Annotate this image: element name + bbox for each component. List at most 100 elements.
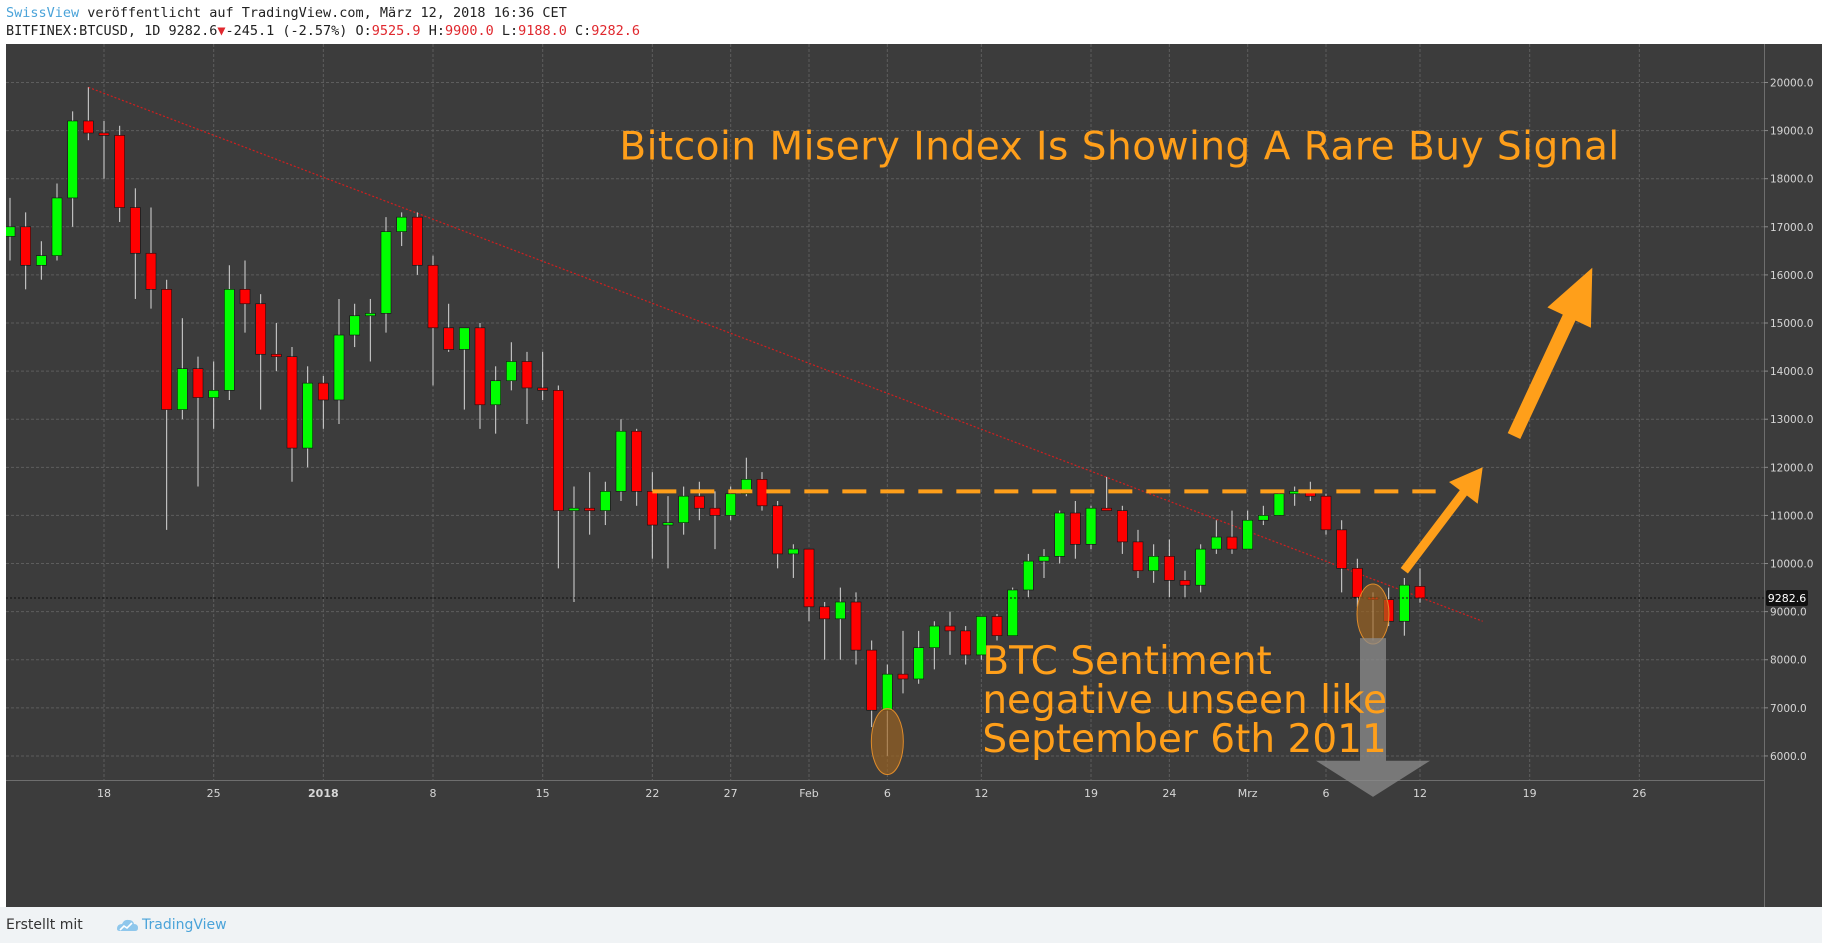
candle	[521, 351, 533, 425]
price-tick-label: 11000.0	[1770, 510, 1813, 522]
candle-body	[349, 315, 360, 336]
candle-body	[1085, 507, 1097, 545]
candle	[36, 241, 47, 280]
candle-body	[490, 380, 501, 406]
time-tick-label: 12	[1413, 787, 1427, 800]
candle	[380, 217, 392, 333]
publisher-name[interactable]: SwissView	[6, 5, 80, 21]
candle	[459, 327, 470, 410]
sentiment-annotation-line: September 6th 2011	[982, 717, 1386, 762]
time-tick-label: 15	[536, 787, 550, 800]
candle-body	[1070, 512, 1081, 545]
candle	[1414, 568, 1426, 603]
candle-body	[224, 289, 235, 391]
price-tick-label: 6000.0	[1770, 751, 1807, 763]
candle	[83, 87, 94, 141]
candle-body	[1414, 586, 1426, 599]
time-tick-label: 2018	[308, 787, 339, 800]
time-tick-label: 25	[207, 787, 221, 800]
candle-body	[318, 382, 329, 401]
candle	[51, 183, 63, 261]
last-price-label: 9282.6	[1766, 590, 1808, 607]
candle	[20, 212, 31, 290]
candle	[1101, 476, 1112, 511]
candle-body	[960, 630, 971, 656]
candle-body	[83, 120, 94, 134]
price-tick-label: 16000.0	[1770, 270, 1813, 282]
price-chart[interactable]: 6000.0 7000.0 8000.0 9000.0 10000.0 11000.0 12…	[6, 44, 1822, 907]
candle	[678, 486, 689, 535]
candle-body	[1399, 584, 1410, 622]
candle	[568, 486, 580, 603]
last-price-label-text: 9282.6	[1768, 592, 1807, 605]
candle-body	[1101, 507, 1112, 511]
candle-body	[380, 231, 392, 314]
candle-body	[67, 120, 78, 199]
candle-body	[819, 606, 830, 620]
time-tick-label: 6	[1323, 787, 1330, 800]
price-tick-label: 20000.0	[1770, 77, 1813, 89]
candles	[6, 87, 1426, 756]
candle-body	[1273, 493, 1285, 516]
candle-body	[1007, 589, 1018, 636]
candle-body	[1179, 580, 1191, 586]
candle-body	[1054, 512, 1065, 557]
price-tick-label: 18000.0	[1770, 174, 1813, 186]
candle-body	[537, 387, 548, 391]
candle	[694, 481, 705, 521]
candle	[866, 640, 877, 728]
time-tick-label: 22	[645, 787, 659, 800]
candle-body	[6, 226, 16, 237]
candle	[662, 496, 674, 569]
candle	[490, 366, 501, 434]
candle	[1007, 587, 1018, 636]
price-tick-label: 8000.0	[1770, 655, 1807, 667]
candle	[302, 366, 313, 468]
close-label: C:	[566, 23, 592, 39]
candle-body	[145, 252, 157, 290]
candle-body	[271, 353, 282, 357]
tradingview-brand-link[interactable]: TradingView	[142, 917, 227, 933]
time-tick-label: 8	[430, 787, 437, 800]
candle-body	[1336, 529, 1347, 569]
candle	[1258, 505, 1269, 526]
candle	[1023, 553, 1034, 598]
time-tick-label: 19	[1523, 787, 1537, 800]
candle-body	[788, 548, 799, 555]
ohlc-line: BITFINEX:BTCUSD, 1D 9282.6▼-245.1 (-2.57…	[6, 23, 640, 39]
candle	[443, 303, 454, 352]
candle	[944, 611, 956, 655]
candle-body	[20, 226, 31, 266]
candle-body	[897, 673, 909, 680]
candle-body	[36, 255, 47, 266]
candle	[333, 298, 345, 425]
candle-body	[365, 313, 376, 317]
candle-body	[412, 216, 423, 266]
candle-body	[976, 616, 987, 656]
candle-body	[1242, 519, 1253, 550]
candle	[1148, 544, 1159, 583]
candle-body	[929, 625, 940, 649]
high-value: 9900.0	[444, 23, 494, 39]
candle-body	[333, 334, 345, 401]
sentiment-annotation-line: BTC Sentiment	[982, 639, 1272, 684]
candle-body	[694, 495, 705, 509]
candle-body	[803, 548, 815, 608]
time-tick-label: 18	[97, 787, 111, 800]
candle-body	[882, 673, 893, 711]
up-arrow-icon	[1507, 267, 1593, 439]
price-tick-label: 19000.0	[1770, 126, 1813, 138]
candle	[6, 197, 16, 261]
price-tick-label: 7000.0	[1770, 703, 1807, 715]
price-tick-label: 13000.0	[1770, 414, 1813, 426]
candle-body	[255, 303, 266, 355]
candle	[145, 207, 157, 309]
candle-body	[1148, 556, 1159, 572]
tradingview-logo-icon[interactable]	[115, 918, 139, 932]
down-arrow-icon	[1316, 638, 1430, 797]
candle	[161, 279, 172, 530]
candle-body	[521, 361, 533, 389]
candle	[553, 385, 564, 569]
candle-body	[662, 522, 674, 526]
candle-body	[944, 625, 956, 632]
